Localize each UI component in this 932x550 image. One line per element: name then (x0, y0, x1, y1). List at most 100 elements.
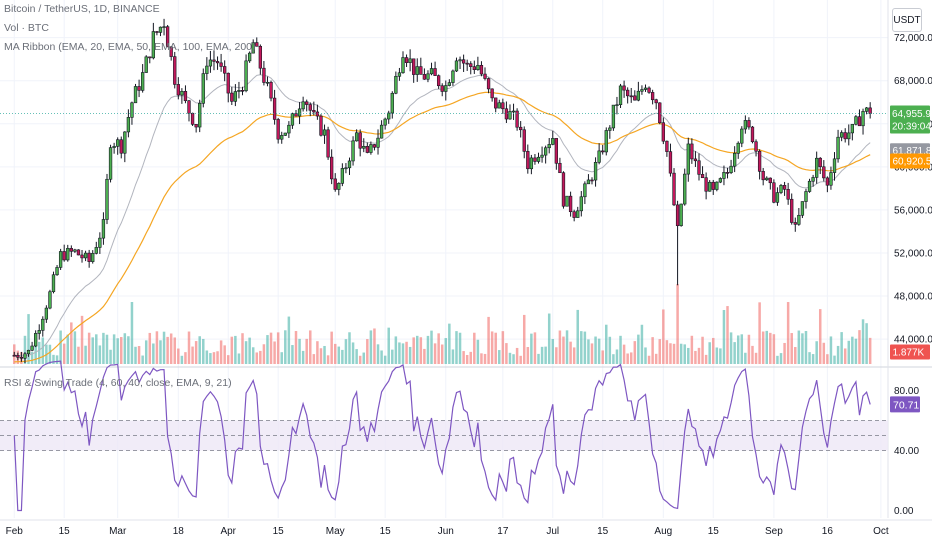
candle-body (622, 85, 626, 91)
candle-body (861, 111, 865, 127)
candle-body (565, 195, 569, 207)
volume-bar (426, 335, 430, 364)
volume-bar (84, 345, 87, 364)
rsi-axis[interactable]: 0.00 40.00 80.00 (894, 386, 919, 517)
candle-body (215, 61, 220, 64)
volume-bar (758, 302, 761, 364)
candle-body (165, 26, 170, 48)
candle-body (305, 101, 309, 105)
candle-body (369, 144, 373, 153)
volume-bar (665, 340, 669, 364)
candle-body (811, 177, 815, 182)
candle-body (633, 95, 637, 101)
volume-bar (316, 341, 319, 364)
candle-body (561, 172, 566, 207)
volume-bar (120, 337, 123, 364)
candle-body (116, 139, 120, 147)
candle-body (540, 154, 544, 158)
volume-bar (80, 315, 84, 364)
candle-body (12, 354, 16, 357)
symbol-legend[interactable]: Bitcoin / TetherUS, 1D, BINANCE (4, 3, 160, 15)
candle-body (91, 253, 95, 262)
candle-body (23, 353, 27, 359)
volume-bar (826, 354, 829, 364)
candle-body (383, 118, 387, 126)
candle-body (782, 185, 787, 190)
candle-body (58, 251, 63, 268)
candle-body (223, 66, 227, 74)
last-price-badge-bg (890, 105, 930, 134)
volume-bar (98, 345, 102, 364)
candle-body (230, 92, 234, 102)
ma-ribbon-legend[interactable]: MA Ribbon (EMA, 20, EMA, 50, EMA, 100, E… (4, 41, 256, 53)
candle-body (69, 248, 73, 252)
candle-body (351, 140, 355, 162)
volume-bar (765, 330, 768, 364)
candle-body (112, 146, 116, 148)
candle-body (16, 355, 20, 358)
candle-body (829, 172, 833, 186)
volume-bar (654, 353, 658, 364)
candle-body (451, 70, 455, 83)
candle-body (30, 345, 34, 351)
candle-body (864, 107, 869, 112)
volume-bar (87, 332, 91, 364)
candle-body (483, 73, 487, 79)
volume-bar (505, 343, 508, 364)
volume-bar (794, 347, 797, 364)
candle-body (675, 204, 680, 227)
candle-body (629, 95, 633, 98)
volume-bar (555, 347, 558, 364)
candle-body (412, 58, 416, 75)
volume-bar (187, 331, 191, 364)
candle-body (433, 68, 437, 76)
candle-body (194, 123, 198, 128)
rsi-legend[interactable]: RSI & Swing Trade (4, 60, 40, close, EMA… (4, 377, 232, 389)
volume-bar (644, 347, 647, 364)
volume-bar (868, 337, 872, 364)
candle-body (326, 129, 330, 158)
candle-body (340, 168, 345, 184)
candle-body (754, 141, 758, 152)
candle-body (768, 177, 772, 184)
candle-body (308, 104, 312, 111)
candle-body (133, 86, 138, 104)
candle-body (429, 68, 434, 75)
volume-bar (351, 342, 355, 364)
volume-bar (594, 336, 597, 364)
volume-bar (255, 352, 259, 364)
candle-body (775, 192, 780, 203)
volume-bar (565, 330, 569, 364)
candle-body (415, 66, 419, 75)
rsi-tick-label: 40.00 (894, 446, 919, 457)
volume-bar (216, 351, 219, 364)
rsi-value-badge-bg (890, 396, 920, 413)
volume-bar (95, 334, 98, 364)
volume-bar (519, 355, 522, 364)
volume-bar (73, 331, 77, 364)
candle-body (297, 108, 302, 117)
currency-button[interactable]: USDT (892, 8, 922, 32)
candle-body (269, 81, 273, 99)
candle-body (822, 166, 826, 179)
volume-bar (605, 324, 608, 364)
candle-body (347, 160, 352, 169)
volume-bar (244, 341, 248, 364)
candle-body (551, 138, 555, 145)
volume-bar (230, 336, 234, 364)
volume-bar (619, 335, 622, 364)
volume-bar (647, 355, 651, 364)
rsi-tick-label: 80.00 (894, 386, 919, 397)
volume-bar (248, 337, 251, 364)
time-axis[interactable]: Feb 15 Mar 18 Apr 15 May 15 Jun 17 Jul 15 Aug 15 Sep 16… (6, 526, 889, 537)
volume-legend[interactable]: Vol · BTC (4, 22, 49, 34)
candle-body (836, 136, 840, 160)
candle-body (558, 162, 562, 174)
ema50-line (14, 91, 871, 363)
candle-body (183, 91, 188, 102)
volume-bar (166, 336, 169, 364)
volume-bar (512, 354, 515, 364)
volume-bar (833, 355, 836, 364)
volume-bar (362, 352, 366, 364)
